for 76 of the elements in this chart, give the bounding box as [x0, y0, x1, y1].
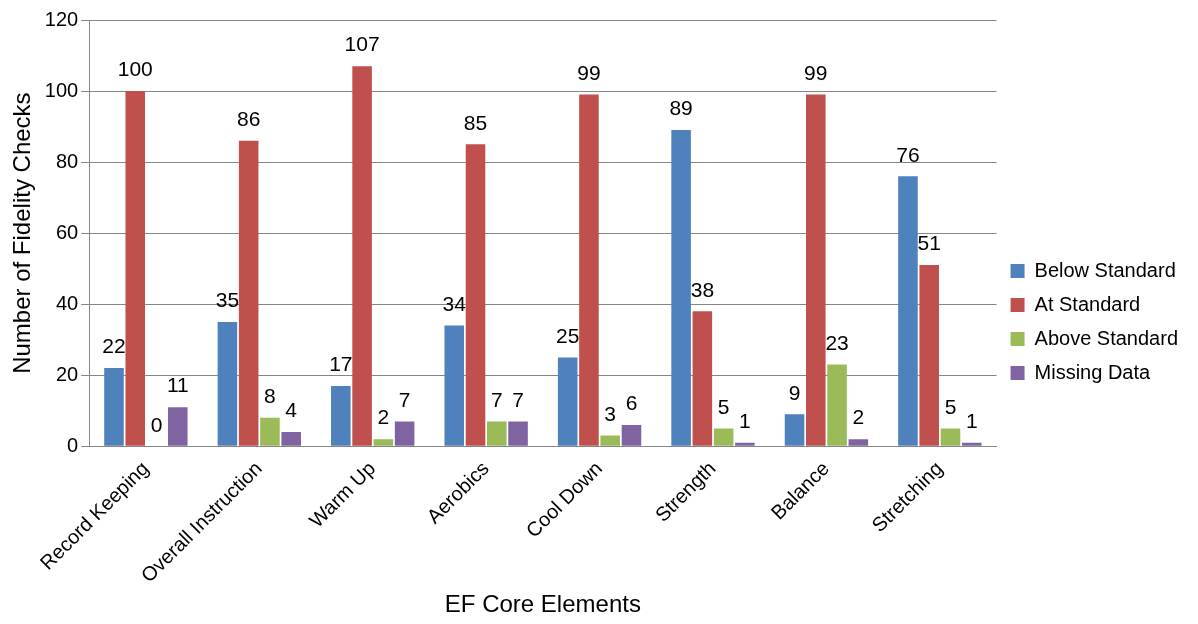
bar	[508, 421, 528, 446]
bar	[600, 435, 620, 446]
data-label: 100	[117, 57, 153, 81]
data-label: 2	[377, 405, 390, 429]
data-label: 89	[669, 96, 693, 120]
data-label: 107	[344, 32, 380, 56]
bar	[217, 321, 238, 446]
bar	[898, 176, 918, 446]
data-label: 1	[739, 409, 751, 433]
bar	[940, 428, 961, 446]
x-axis-title: EF Core Elements	[444, 590, 641, 618]
y-tick-label: 100	[44, 78, 79, 101]
y-tick-label: 40	[55, 291, 79, 314]
data-label: 7	[512, 387, 524, 411]
data-label: 4	[285, 398, 298, 422]
bar	[735, 442, 755, 446]
data-label: 6	[625, 391, 638, 415]
bar	[465, 144, 486, 446]
bar	[260, 417, 280, 446]
legend-label: Above Standard	[1034, 326, 1178, 349]
legend-label: Missing Data	[1034, 360, 1152, 383]
data-label: 8	[264, 384, 276, 408]
bar	[394, 421, 415, 446]
data-label: 25	[556, 323, 580, 347]
data-label: 76	[896, 142, 920, 166]
bar	[487, 421, 507, 446]
bar	[961, 442, 982, 446]
data-label: 23	[825, 330, 849, 354]
bar	[806, 94, 826, 446]
data-label: 7	[490, 387, 503, 411]
data-label: 1	[965, 409, 978, 433]
bar	[168, 407, 188, 446]
bar	[281, 432, 301, 446]
bar	[238, 140, 259, 446]
data-label: 51	[917, 231, 941, 255]
data-label: 22	[102, 334, 126, 358]
bar	[104, 368, 124, 446]
bar	[125, 91, 146, 446]
data-label: 99	[577, 60, 601, 84]
bar	[373, 439, 394, 446]
data-label: 11	[166, 373, 189, 397]
data-label: 17	[329, 352, 353, 376]
data-label: 3	[604, 401, 617, 425]
data-label: 38	[690, 277, 715, 301]
bar	[579, 94, 599, 446]
bar	[621, 424, 642, 446]
bar	[713, 428, 734, 446]
data-label: 5	[944, 394, 957, 418]
y-tick-label: 0	[67, 433, 79, 456]
y-tick-label: 120	[44, 7, 79, 30]
legend-label: At Standard	[1034, 292, 1141, 315]
data-label: 86	[236, 107, 261, 131]
data-label: 35	[215, 288, 240, 312]
bar	[557, 357, 578, 446]
data-label: 85	[463, 110, 488, 134]
data-label: 9	[788, 380, 801, 404]
bar	[827, 364, 847, 446]
y-axis-title: Number of Fidelity Checks	[8, 92, 36, 374]
data-label: 5	[717, 394, 730, 418]
bar	[444, 325, 465, 446]
data-label: 0	[150, 412, 163, 436]
legend-label: Below Standard	[1034, 258, 1176, 281]
bar	[919, 265, 939, 446]
y-tick-label: 20	[55, 362, 79, 385]
bar	[671, 130, 691, 446]
data-label: 99	[804, 60, 828, 84]
bar	[331, 385, 351, 446]
bar	[848, 439, 869, 446]
data-label: 7	[398, 387, 411, 411]
data-label: 2	[852, 405, 865, 429]
bar	[692, 311, 713, 446]
data-label: 34	[442, 291, 467, 315]
bar	[784, 414, 805, 446]
bar	[352, 66, 372, 446]
y-tick-label: 60	[55, 220, 79, 243]
y-tick-label: 80	[55, 149, 79, 172]
